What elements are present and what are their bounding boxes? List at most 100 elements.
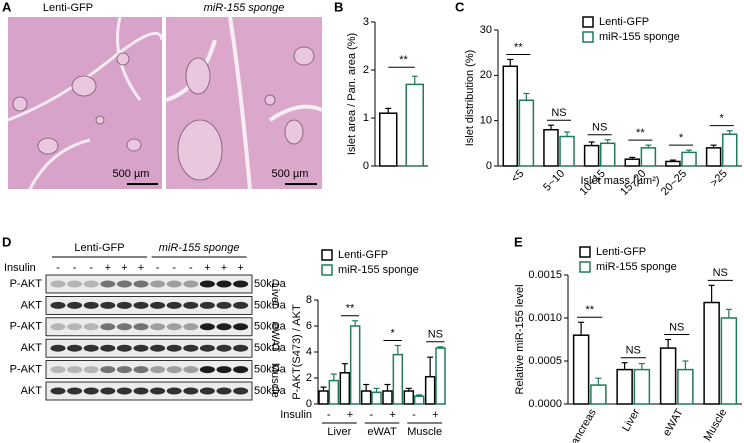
y-tick-label: 1: [363, 112, 369, 124]
blot-marker: 50kDa: [254, 299, 287, 311]
scale-label: 500 µm: [272, 168, 309, 180]
bar: [720, 317, 738, 405]
blot-band: [233, 323, 249, 331]
legend-swatch: [579, 261, 591, 273]
blot-band: [133, 301, 149, 309]
x-prefix: Insulin: [280, 409, 312, 421]
y-tick-label: 20: [480, 69, 492, 81]
blot-band: [216, 301, 232, 309]
annotation: **: [636, 127, 645, 139]
panel-label: E: [514, 234, 523, 249]
bar: [435, 347, 446, 405]
blot-band: [199, 323, 215, 331]
x-tick-label: 5~10: [541, 168, 567, 194]
y-tick-label: 0.0005: [528, 355, 562, 367]
bar: [382, 390, 393, 405]
bar: [424, 375, 436, 405]
legend-label: Lenti-GFP: [338, 249, 388, 261]
bar: [705, 147, 722, 167]
blot-tissue: eWAT: [269, 323, 281, 353]
bar: [640, 147, 657, 167]
blot-band: [183, 323, 199, 331]
y-axis-label: P-AKT(S473) / AKT: [291, 304, 303, 400]
bar: [403, 390, 415, 405]
blot-band: [183, 301, 199, 309]
blot-strip: [45, 317, 253, 337]
blot-band: [150, 323, 166, 331]
annotation: *: [720, 113, 725, 125]
legend-label: Lenti-GFP: [599, 16, 649, 28]
annotation: **: [346, 303, 355, 315]
blot-band: [83, 323, 99, 331]
blot-band: [150, 301, 166, 309]
blot-sign: -: [89, 262, 93, 274]
blot-band: [233, 280, 249, 288]
blot-band: [100, 344, 116, 352]
annotation: NS: [626, 345, 641, 357]
blot-band: [116, 301, 132, 309]
blot-band: [83, 280, 99, 288]
annotation: NS: [551, 107, 566, 119]
x-tick-label: <5: [509, 168, 526, 185]
blot-group: Lenti-GFP: [74, 242, 124, 254]
legend-label: miR-155 sponge: [599, 31, 680, 43]
blot-sign: -: [172, 262, 176, 274]
bar: [379, 112, 398, 167]
annotation: **: [514, 41, 523, 53]
x-tick-label: +: [347, 409, 353, 421]
y-axis-label: Islet distribution (%): [464, 50, 476, 147]
blot-band: [150, 387, 166, 395]
blot-band: [150, 280, 166, 288]
blot-band: [133, 280, 149, 288]
annotation: NS: [428, 329, 443, 341]
panel-label: D: [2, 234, 11, 249]
blot-band: [166, 366, 182, 374]
bar: [677, 368, 694, 405]
blot-band: [133, 366, 149, 374]
blot-sign: +: [138, 262, 144, 274]
blot-strip: [45, 295, 253, 315]
group-label: Liver: [327, 426, 351, 438]
y-tick-label: 30: [480, 24, 492, 36]
blot-band: [116, 323, 132, 331]
x-tick-label: 20~25: [659, 168, 689, 198]
y-tick-label: 0: [486, 160, 492, 172]
y-tick-label: 2: [306, 372, 312, 384]
blot-band: [166, 323, 182, 331]
bar: [572, 334, 590, 405]
blot-band: [233, 301, 249, 309]
x-tick-label: +: [432, 409, 438, 421]
blot-sign: +: [237, 262, 243, 274]
bar: [371, 391, 382, 405]
bar: [360, 390, 372, 405]
blot-sign: +: [121, 262, 127, 274]
bar: [502, 65, 519, 167]
blot-band: [166, 344, 182, 352]
blot-band: [50, 344, 66, 352]
blot-band: [83, 366, 99, 374]
blot-band: [233, 387, 249, 395]
blot-band: [166, 301, 182, 309]
blot-sign: -: [189, 262, 193, 274]
blot-band: [183, 344, 199, 352]
legend-label: miR-155 sponge: [338, 264, 419, 276]
blot-strip: [45, 338, 253, 358]
blot-band: [100, 366, 116, 374]
annotation: NS: [669, 321, 684, 333]
blot-band: [150, 366, 166, 374]
blot-band: [133, 323, 149, 331]
blot-band: [116, 280, 132, 288]
bar: [703, 301, 720, 405]
annotation: NS: [592, 122, 607, 134]
x-tick-label: eWAT: [661, 407, 686, 439]
legend-label: Lenti-GFP: [596, 246, 646, 258]
blot-strip: [45, 360, 253, 380]
blot-band: [67, 323, 83, 331]
blot-strip: [45, 274, 253, 294]
blot-band: [50, 387, 66, 395]
y-tick-label: 0.0010: [528, 312, 562, 324]
blot-marker: 50kDa: [254, 364, 287, 376]
blot-band: [67, 301, 83, 309]
image-title: Lenti-GFP: [43, 2, 93, 14]
blot-tissue: Muscle: [269, 363, 281, 398]
